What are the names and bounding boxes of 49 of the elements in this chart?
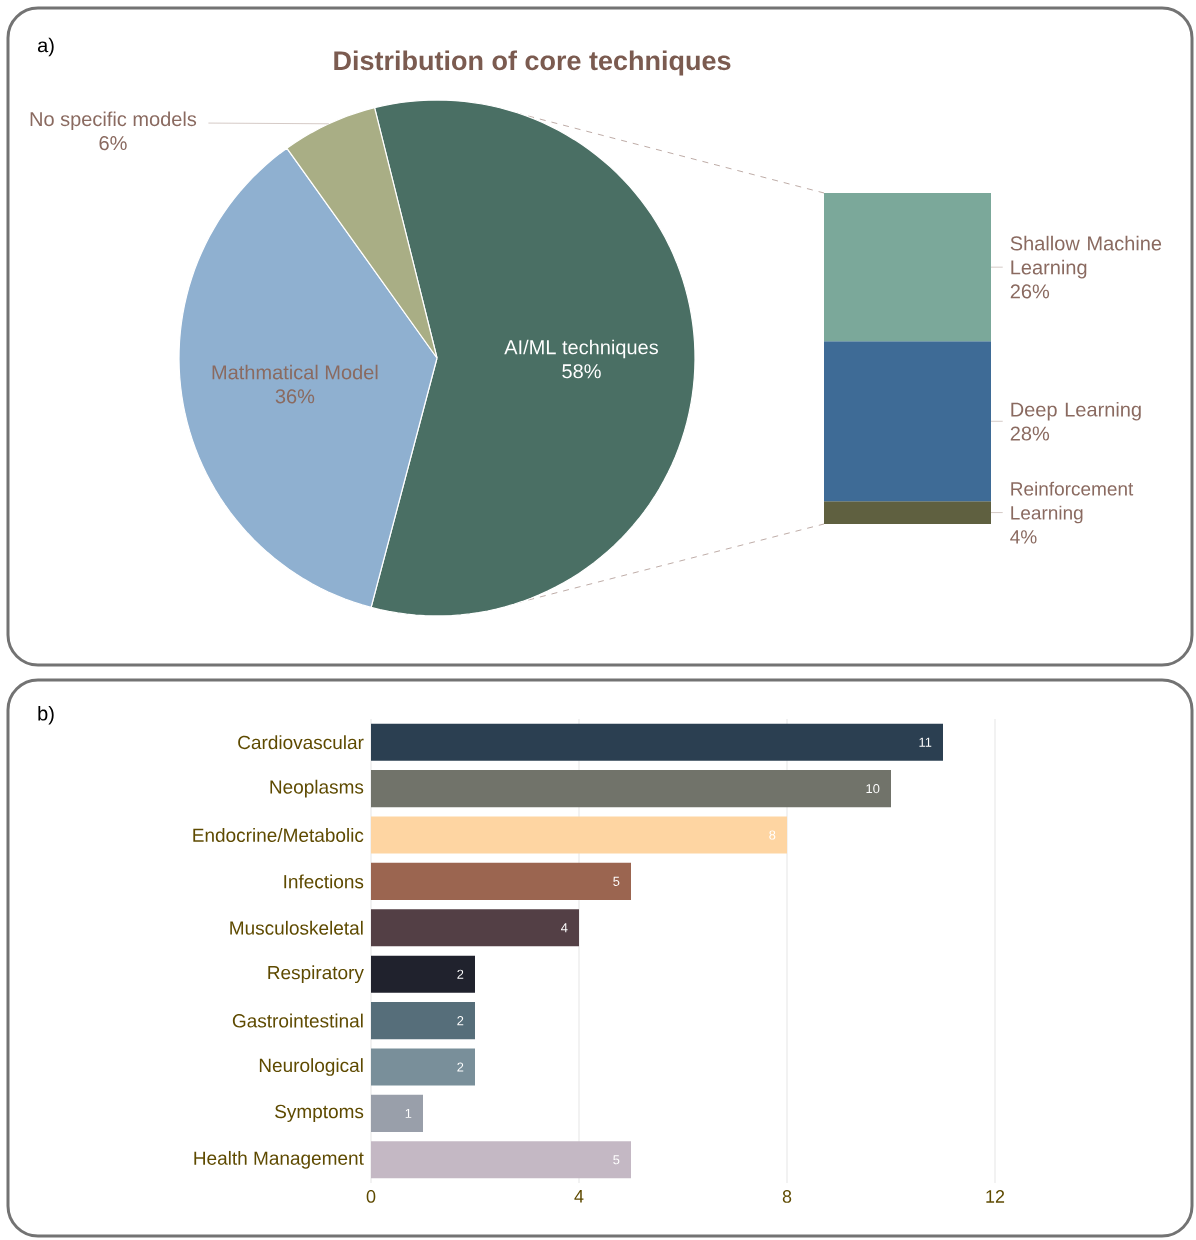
y-tick-label: Health Management	[194, 1150, 364, 1169]
data-label: 5	[613, 1155, 620, 1165]
data-label: 5	[613, 876, 620, 886]
data-label: 26%	[1010, 284, 1050, 299]
bar	[371, 723, 943, 761]
bar	[371, 1141, 631, 1179]
chart-title: Distribution of core techniques	[334, 50, 731, 76]
bar	[371, 1048, 475, 1086]
y-tick-label: Neoplasms	[270, 779, 364, 798]
data-label: 2	[457, 969, 464, 979]
bar	[371, 1094, 423, 1132]
data-label: 11	[919, 737, 932, 747]
x-tick-label: 8	[782, 1190, 792, 1203]
bar	[371, 1002, 475, 1040]
y-tick-label: Symptoms	[275, 1104, 364, 1123]
x-tick-label: 4	[574, 1190, 584, 1203]
slice-label: AI/ML techniques	[504, 339, 658, 359]
data-label: 2	[457, 1016, 464, 1026]
series-label: Shallow Machine Learning	[1010, 235, 1162, 279]
data-label: 8	[769, 830, 776, 840]
y-tick-label: Neurological	[259, 1058, 363, 1076]
slice-label: Mathmatical Model	[212, 364, 378, 380]
data-label: 36%	[275, 389, 315, 404]
text: a)	[37, 37, 54, 57]
slice-label: No specific models	[30, 111, 197, 131]
bar	[371, 770, 891, 808]
bar	[371, 955, 475, 993]
y-tick-label: Endocrine/Metabolic	[193, 828, 364, 842]
data-label: 2	[457, 1062, 464, 1072]
y-tick-label: Gastrointestinal	[232, 1013, 363, 1028]
y-tick-label: Cardiovascular	[238, 735, 364, 750]
data-label: 1	[405, 1108, 412, 1118]
y-tick-label: Respiratory	[268, 965, 364, 984]
data-label: 4%	[1010, 530, 1037, 544]
series-label: Reinforcement Learning	[1011, 481, 1134, 524]
data-label: 6%	[99, 136, 127, 151]
data-label: 58%	[562, 364, 601, 379]
bar	[371, 862, 631, 900]
y-tick-label: Musculoskeletal	[230, 920, 363, 935]
series-label: Deep Learning	[1011, 401, 1141, 421]
y-tick-label: Infections	[284, 874, 364, 889]
text: b)	[38, 705, 54, 725]
bar	[371, 909, 579, 947]
x-tick-label: 0	[366, 1190, 376, 1203]
data-label: 4	[561, 923, 568, 933]
x-tick-label: 12	[986, 1190, 1005, 1203]
data-label: 10	[866, 784, 880, 794]
data-label: 28%	[1010, 426, 1050, 441]
bar	[371, 816, 787, 854]
